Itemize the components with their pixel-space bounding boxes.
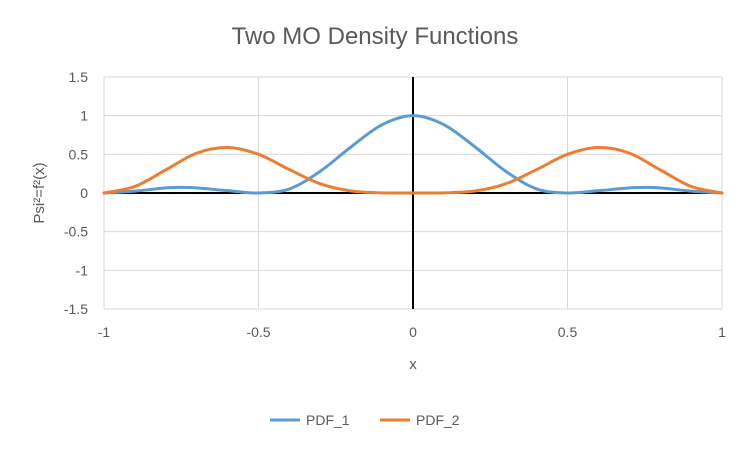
chart-title: Two MO Density Functions — [232, 23, 519, 50]
legend-label: PDF_1 — [306, 412, 350, 428]
y-tick-label: -1.5 — [64, 301, 88, 317]
y-tick-label: 1.5 — [69, 69, 89, 85]
x-axis-label: x — [409, 356, 417, 373]
series-line-pdf-1 — [102, 114, 724, 195]
x-tick-label: 0 — [409, 324, 417, 340]
legend-label: PDF_2 — [416, 412, 460, 428]
x-tick-labels: -1 -0.5 0 0.5 1 — [98, 324, 726, 340]
x-tick-label: 1 — [718, 324, 726, 340]
y-tick-label: 0 — [80, 185, 88, 201]
series-line-pdf-2 — [102, 146, 724, 195]
y-tick-label: 1 — [80, 108, 88, 124]
y-tick-label: 0.5 — [69, 146, 89, 162]
x-tick-label: -1 — [98, 324, 111, 340]
x-tick-label: -0.5 — [246, 324, 270, 340]
y-tick-label: -0.5 — [64, 224, 88, 240]
series-lines — [102, 114, 724, 195]
legend: PDF_1 PDF_2 — [270, 412, 460, 428]
y-axis-label: Psi²=f²(x) — [31, 162, 48, 223]
y-tick-label: -1 — [76, 262, 89, 278]
x-tick-label: 0.5 — [558, 324, 578, 340]
y-tick-labels: 1.5 1 0.5 0 -0.5 -1 -1.5 — [64, 69, 88, 317]
